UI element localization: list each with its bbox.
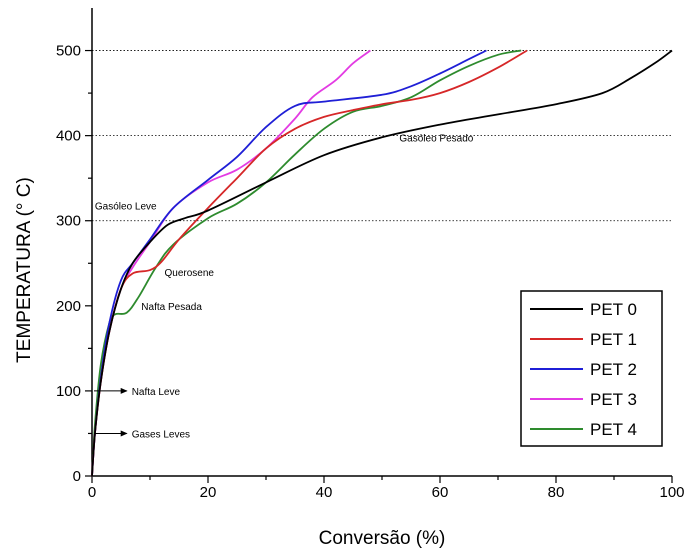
series-line-pet-1 xyxy=(91,49,528,477)
x-tick-label: 100 xyxy=(659,484,684,501)
x-tick-label: 60 xyxy=(432,484,449,501)
series-line-pet-4 xyxy=(91,49,522,477)
legend-label-pet-4: PET 4 xyxy=(590,420,637,439)
x-tick-label: 40 xyxy=(316,484,333,501)
axes: 0 20 40 60 80 100 0 100 200 300 400 500 xyxy=(56,8,685,501)
y-tick-label: 300 xyxy=(56,213,81,230)
legend-label-pet-1: PET 1 xyxy=(590,330,637,349)
annotation-label: Gasóleo Leve xyxy=(95,201,157,212)
annotation-label: Gases Leves xyxy=(132,429,190,440)
series-line-pet-2 xyxy=(91,49,487,477)
legend: PET 0 PET 1 PET 2 PET 3 PET 4 xyxy=(520,290,663,447)
legend-label-pet-0: PET 0 xyxy=(590,300,637,319)
annotation-label: Gasóleo Pesado xyxy=(399,133,473,144)
legend-label-pet-3: PET 3 xyxy=(590,390,637,409)
annotation-label: Nafta Leve xyxy=(132,387,181,398)
annotation-label: Nafta Pesada xyxy=(141,302,202,313)
y-axis-title: TEMPERATURA (° C) xyxy=(14,177,35,363)
x-tick-label: 0 xyxy=(88,484,96,501)
series-lines xyxy=(91,49,673,477)
x-axis-title: Conversão (%) xyxy=(319,528,446,549)
y-tick-label: 200 xyxy=(56,298,81,315)
y-tick-label: 0 xyxy=(73,468,81,485)
x-tick-label: 80 xyxy=(548,484,565,501)
annotations: Gasóleo Pesado Gasóleo Leve Querosene Nafta… xyxy=(94,133,474,440)
x-tick-label: 20 xyxy=(200,484,217,501)
y-tick-label: 100 xyxy=(56,383,81,400)
y-tick-label: 400 xyxy=(56,128,81,145)
legend-label-pet-2: PET 2 xyxy=(590,360,637,379)
series-line-pet-3 xyxy=(91,49,371,477)
series-line-pet-0 xyxy=(91,49,673,477)
annotation-label: Querosene xyxy=(165,268,215,279)
reference-lines xyxy=(92,50,672,222)
y-tick-label: 500 xyxy=(56,43,81,60)
